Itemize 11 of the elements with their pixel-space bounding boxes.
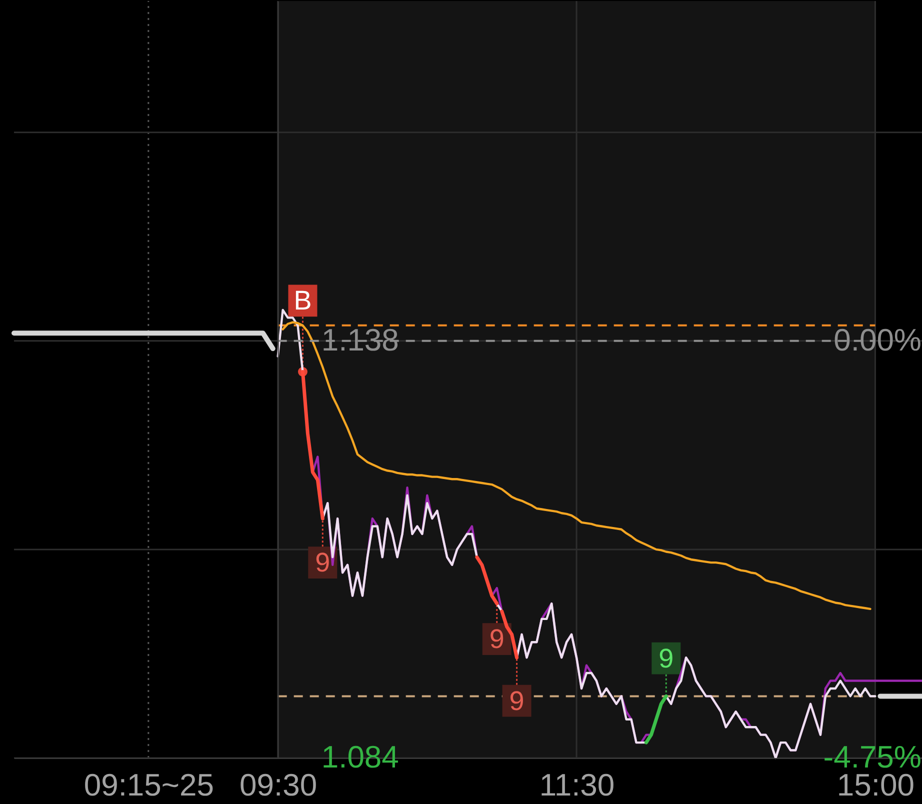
x-tick-label: 09:30 [240,768,318,802]
y-tick-label: 1.084 [321,740,399,774]
x-tick-label: 09:15~25 [84,768,214,802]
text: 9 [489,624,504,654]
series-label: 9 [315,548,330,578]
series-label: 9 [658,643,674,674]
x-tick-label: 11:30 [539,768,615,802]
series-label: B [294,286,312,316]
text: 9 [509,686,524,716]
y-tick-label: 1.138 [321,322,399,358]
y2-tick-label: 0.00% [834,322,922,358]
